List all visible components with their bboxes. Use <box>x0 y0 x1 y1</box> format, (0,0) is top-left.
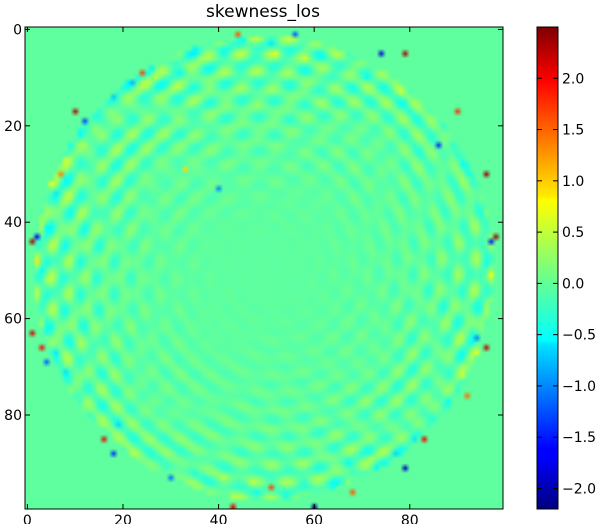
heatmap-image <box>25 27 503 509</box>
x-tick-label: 60 <box>305 513 323 524</box>
y-tick-label: 20 <box>4 119 22 135</box>
colorbar-tick-label: 0.5 <box>562 225 584 241</box>
colorbar: 2.0 1.5 1.0 0.5 0.0 −0.5 −1.0 −1.5 −2.0 <box>536 26 596 510</box>
x-tick-label: 20 <box>114 513 132 524</box>
colorbar-tick-label: −1.0 <box>562 379 596 395</box>
x-tick-label: 0 <box>23 513 32 524</box>
y-tick-label: 40 <box>4 215 22 231</box>
y-axis: 0 20 40 60 80 <box>4 22 503 424</box>
chart-title: skewness_los <box>206 2 320 22</box>
y-tick-label: 80 <box>4 408 22 424</box>
colorbar-tick-label: −2.0 <box>562 481 596 497</box>
colorbar-tick-label: 0.0 <box>562 276 584 292</box>
colorbar-tick-label: −1.5 <box>562 430 596 446</box>
x-tick-label: 40 <box>210 513 228 524</box>
colorbar-tick-label: −0.5 <box>562 328 596 344</box>
y-tick-label: 60 <box>4 312 22 328</box>
plot-area: 0 20 40 60 80 0 20 40 60 80 <box>4 22 504 524</box>
colorbar-tick-label: 2.0 <box>562 71 584 87</box>
colorbar-tick-label: 1.0 <box>562 174 584 190</box>
x-tick-label: 80 <box>401 513 419 524</box>
plot-frame <box>24 26 504 510</box>
colorbar-gradient <box>536 26 559 510</box>
x-axis: 0 20 40 60 80 <box>23 27 419 524</box>
colorbar-tick-label: 1.5 <box>562 123 584 139</box>
colorbar-ticks: 2.0 1.5 1.0 0.5 0.0 −0.5 −1.0 −1.5 −2.0 <box>537 71 596 497</box>
y-tick-label: 0 <box>13 22 22 38</box>
